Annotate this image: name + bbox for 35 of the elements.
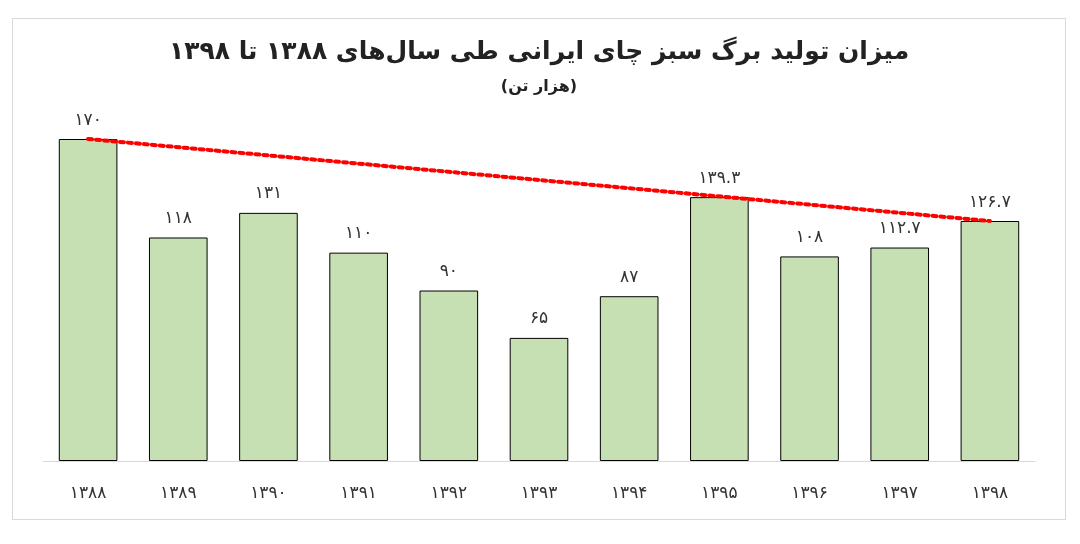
x-tick-label: ۱۳۹۶ (791, 481, 828, 502)
x-tick-label: ۱۳۹۴ (610, 481, 648, 502)
data-label: ۹۰ (439, 260, 458, 281)
data-label: ۱۳۱ (254, 182, 283, 203)
bar (960, 221, 1020, 461)
data-label: ۱۰۸ (795, 225, 824, 246)
x-tick-label: ۱۳۹۱ (340, 481, 377, 502)
data-label: ۱۷۰ (74, 108, 102, 129)
x-tick-label: ۱۳۹۸ (971, 481, 1009, 502)
data-label: ۱۳۹.۳ (698, 166, 741, 187)
bar (148, 237, 208, 461)
bar (329, 252, 388, 461)
bar (419, 290, 479, 461)
x-tick-label: ۱۳۹۷ (881, 481, 918, 502)
chart-subtitle: (هزار تن) (500, 75, 578, 95)
bar (599, 296, 659, 461)
x-tick-label: ۱۳۹۳ (520, 481, 558, 502)
data-label: ۶۵ (529, 307, 549, 328)
x-tick-label: ۱۳۸۹ (160, 481, 197, 502)
x-tick-label: ۱۳۹۲ (430, 481, 468, 502)
bar (239, 212, 298, 461)
bar (780, 256, 839, 461)
data-label: ۱۱۰ (344, 222, 373, 243)
data-label: ۱۱۲.۷ (878, 217, 921, 238)
data-label: ۱۲۶.۷ (968, 190, 1011, 211)
bar (509, 337, 569, 461)
x-tick-label: ۱۳۸۸ (69, 481, 107, 502)
bar (870, 247, 930, 461)
chart-title: میزان تولید برگ سبز چای ایرانی طی سال‌های ۱۳۸۸ تا ۱۳۹۸ (168, 36, 910, 66)
x-tick-label: ۱۳۹۵ (701, 481, 738, 502)
x-tick-label: ۱۳۹۰ (250, 481, 287, 502)
bar (690, 197, 749, 461)
bar (58, 139, 118, 461)
data-label: ۱۱۸ (164, 206, 192, 227)
data-label: ۸۷ (620, 265, 639, 286)
